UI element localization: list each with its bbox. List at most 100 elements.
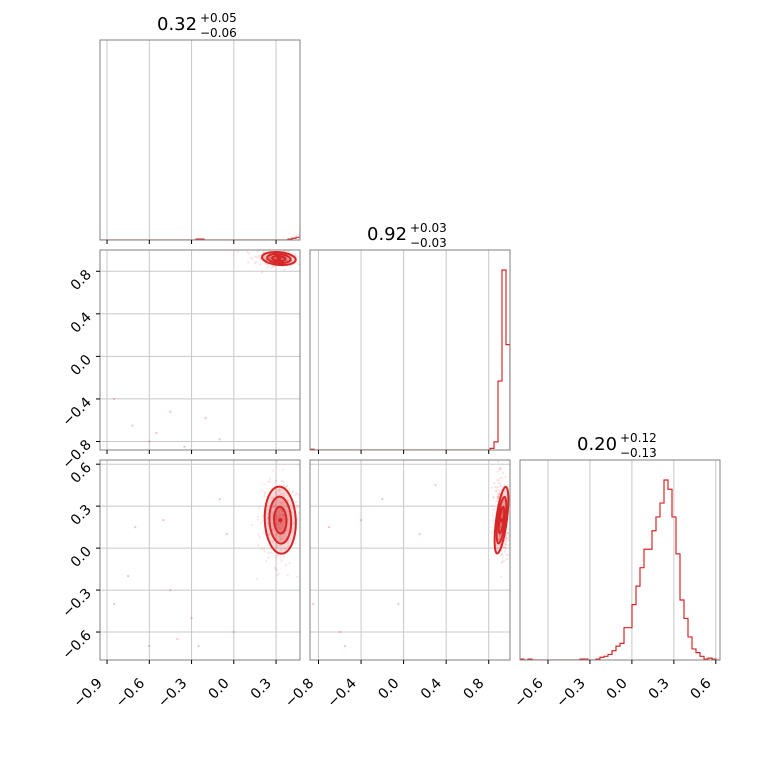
x-tick-label: 0.3 [646, 676, 673, 703]
cloud-point [492, 519, 495, 522]
cloud-point [275, 518, 278, 521]
cloud-point [276, 516, 279, 519]
cloud-point [507, 533, 510, 536]
cloud-point [492, 496, 495, 499]
x-tick-label: 0.0 [604, 676, 631, 703]
cloud-point [271, 540, 274, 543]
cloud-point [249, 256, 253, 259]
cloud-point [278, 535, 282, 538]
cloud-point [498, 535, 501, 538]
cloud-point [497, 492, 500, 495]
cloud-point [296, 506, 299, 509]
scatter-point [434, 483, 437, 487]
cloud-point [280, 509, 284, 512]
cloud-point [497, 485, 500, 489]
cloud-point [305, 537, 307, 539]
cloud-point [281, 494, 285, 497]
cloud-point [502, 501, 505, 504]
axes-frame [309, 249, 511, 451]
cloud-point [302, 498, 304, 500]
cloud-point [267, 556, 270, 559]
cloud-point [257, 255, 260, 258]
panel-2-0: −0.9 −0.6 −0.3 0.0 0.3−0.6−0.30.00.30.6 [59, 459, 313, 711]
cloud-point [505, 537, 508, 540]
cloud-point [283, 533, 286, 536]
cloud-point [269, 257, 272, 260]
scatter-point [204, 416, 207, 420]
cloud-point [311, 534, 313, 536]
cloud-point [497, 481, 500, 485]
cloud-point [263, 256, 266, 259]
cloud-point [498, 493, 501, 496]
cloud-point [301, 259, 303, 261]
cloud-point [268, 533, 271, 537]
cloud-point [266, 266, 269, 269]
panel-1-0: −0.8−0.40.00.40.8 [59, 249, 303, 472]
cloud-point [504, 538, 508, 541]
panel-content [311, 446, 510, 648]
y-tick-label: 0.0 [68, 352, 95, 379]
cloud-point [502, 471, 505, 475]
scatter-point [343, 644, 347, 648]
cloud-point [493, 482, 496, 485]
cloud-point [283, 514, 286, 517]
panel-content [520, 479, 720, 660]
cloud-point [254, 260, 258, 264]
cloud-point [282, 517, 285, 520]
scatter-point [148, 440, 151, 443]
x-tick-label: 0.4 [418, 675, 445, 702]
contour-peak [278, 517, 283, 523]
cloud-point [498, 537, 501, 541]
cloud-point [502, 503, 505, 506]
cloud-point [499, 468, 503, 471]
cloud-point [499, 526, 502, 529]
cloud-point [506, 531, 510, 535]
cloud-point [282, 514, 285, 517]
cloud-point [506, 557, 509, 561]
cloud-point [499, 446, 501, 448]
cloud-point [499, 484, 502, 488]
cloud-point [276, 533, 279, 536]
cloud-point [279, 522, 282, 525]
cloud-point [291, 491, 295, 494]
cloud-point [496, 495, 499, 498]
cloud-point [280, 492, 283, 496]
cloud-point [295, 256, 299, 259]
cloud-point [280, 503, 284, 506]
cloud-point [288, 562, 291, 565]
scatter-point [197, 644, 200, 648]
panel-0-0 [99, 39, 301, 244]
cloud-point [282, 536, 285, 539]
cloud-point [258, 536, 261, 539]
cloud-point [272, 469, 275, 472]
cloud-point [492, 496, 495, 499]
cloud-point [279, 513, 282, 516]
panel-2-2: −0.6 −0.3 0.0 0.3 0.6 [511, 459, 721, 711]
cloud-point [286, 541, 289, 544]
histogram-0 [100, 230, 300, 240]
cloud-point [286, 510, 289, 513]
cloud-point [504, 536, 508, 539]
cloud-point [492, 508, 495, 511]
cloud-point [497, 538, 500, 541]
cloud-point [286, 573, 289, 577]
cloud-point [491, 514, 494, 517]
cloud-point [267, 533, 270, 536]
cloud-point [269, 547, 272, 550]
scatter-point [169, 588, 172, 592]
cloud-point [292, 522, 295, 525]
scatter-point [327, 525, 331, 529]
panel-content [100, 230, 300, 240]
cloud-point [256, 578, 259, 581]
cloud-point [499, 534, 502, 537]
cloud-point [282, 483, 285, 487]
cloud-point [295, 504, 298, 507]
cloud-point [501, 516, 504, 519]
title-0-median: 0.32 [157, 14, 197, 35]
scatter-point [232, 630, 236, 634]
cloud-point [265, 560, 268, 563]
contour-line-0 [263, 485, 297, 555]
title-2-plus: +0.12 [620, 431, 657, 445]
cloud-point [295, 492, 298, 495]
cloud-point [247, 261, 250, 264]
